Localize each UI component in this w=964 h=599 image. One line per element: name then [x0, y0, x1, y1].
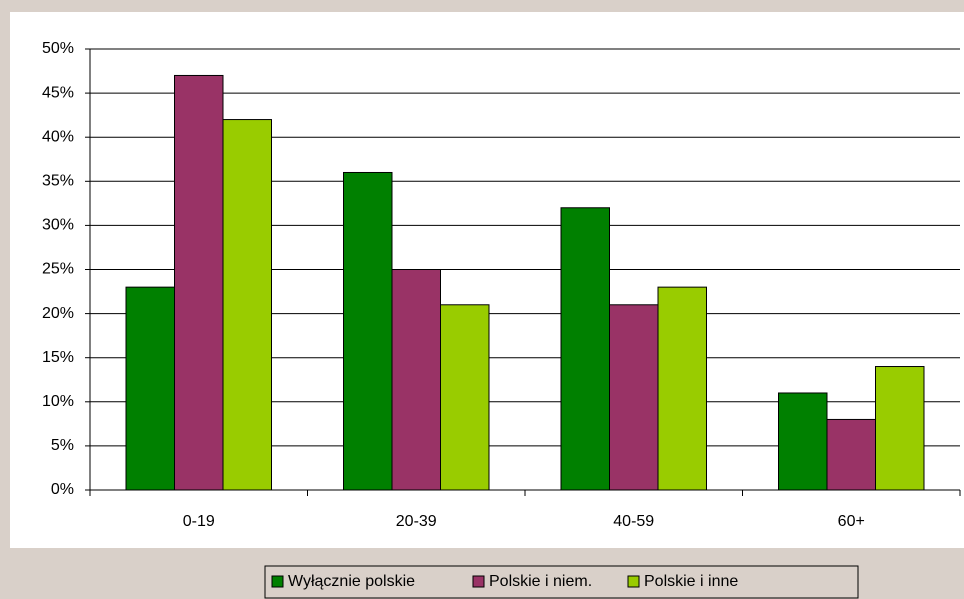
x-tick-label: 40-59 [613, 513, 654, 530]
bar [657, 286, 707, 491]
bar [125, 286, 175, 491]
legend-swatch [627, 575, 640, 588]
y-tick-label: 45% [42, 84, 74, 101]
bar [174, 74, 224, 491]
bar [875, 366, 925, 491]
y-tick-label: 10% [42, 393, 74, 410]
legend-swatch [271, 575, 284, 588]
legend-label: Polskie i niem. [489, 573, 592, 590]
bar [440, 304, 490, 491]
bar [826, 418, 876, 491]
y-tick-label: 40% [42, 128, 74, 145]
bar [778, 392, 828, 491]
y-tick-label: 15% [42, 349, 74, 366]
legend-label: Wyłącznie polskie [288, 573, 415, 590]
legend-swatch [472, 575, 485, 588]
bar [609, 304, 659, 491]
legend-box [264, 565, 859, 599]
x-tick-label: 60+ [838, 513, 865, 530]
y-tick-label: 30% [42, 217, 74, 234]
legend-label: Polskie i inne [644, 573, 738, 590]
y-tick-label: 35% [42, 173, 74, 190]
bar [222, 119, 272, 491]
x-tick-label: 0-19 [183, 513, 215, 530]
x-tick-label: 20-39 [396, 513, 437, 530]
y-tick-label: 50% [42, 40, 74, 57]
y-tick-label: 20% [42, 305, 74, 322]
bar [560, 207, 610, 491]
y-tick-label: 25% [42, 261, 74, 278]
bar [391, 269, 441, 491]
y-tick-label: 0% [51, 481, 74, 498]
y-tick-label: 5% [51, 437, 74, 454]
bar [343, 171, 393, 491]
